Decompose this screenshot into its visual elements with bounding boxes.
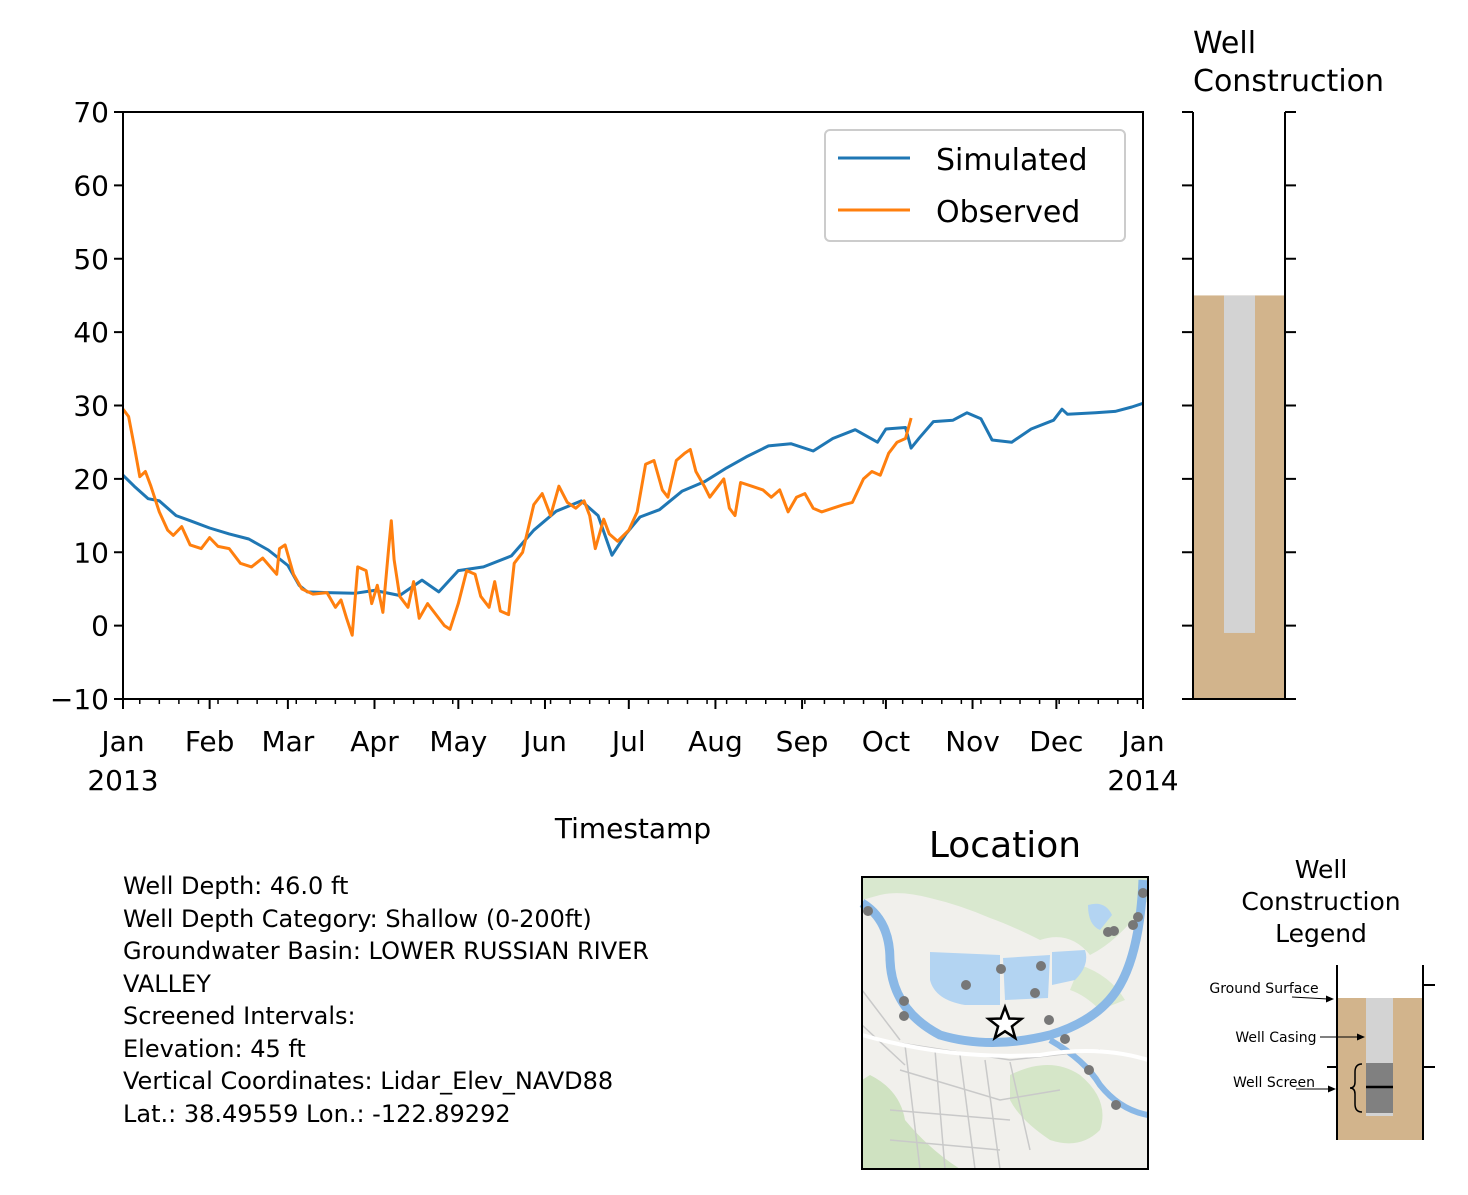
well-construction-legend: Well Construction Legend Ground Surface … xyxy=(1209,855,1435,1140)
info-basin-line2: VALLEY xyxy=(123,969,211,998)
y-tick-label: 60 xyxy=(73,169,109,202)
map-road xyxy=(861,1033,1149,1062)
chart-lines xyxy=(121,401,1144,637)
legend-label-ground-surface: Ground Surface xyxy=(1209,981,1318,997)
y-tick-label: 40 xyxy=(73,316,109,349)
well-construction-title-line2: Construction xyxy=(1193,64,1384,99)
brace-icon xyxy=(1349,1063,1363,1113)
map-green-area xyxy=(1010,1065,1103,1144)
map-pond xyxy=(930,952,1000,1005)
x-tick-label: Dec xyxy=(1029,725,1083,758)
map-well-dot xyxy=(961,980,971,990)
info-basin-line1: Groundwater Basin: LOWER RUSSIAN RIVER xyxy=(123,937,649,965)
map-well-dot xyxy=(863,906,873,916)
legend-label-well-casing: Well Casing xyxy=(1235,1030,1316,1046)
x-tick-year-label: 2014 xyxy=(1107,764,1178,797)
y-tick-label: 70 xyxy=(73,96,109,129)
map-well-markers xyxy=(863,888,1148,1110)
x-tick-label: Mar xyxy=(261,725,314,758)
arrow-head-icon xyxy=(1326,995,1334,1003)
location-title: Location xyxy=(929,825,1081,866)
map-well-dot xyxy=(1060,1034,1070,1044)
legend-diagram-title-line1: Well xyxy=(1295,855,1348,884)
y-tick-label: 30 xyxy=(73,390,109,423)
series-line-simulated xyxy=(121,401,1144,597)
x-axis: Jan 2013 Feb Mar Apr May Jun Jul Aug Sep Oct Nov Dec… xyxy=(87,699,1179,797)
well-casing-fill xyxy=(1224,295,1255,633)
map-well-dot xyxy=(996,964,1006,974)
map-well-dot xyxy=(1030,988,1040,998)
map-well-dot xyxy=(1138,888,1148,898)
x-tick-label: Nov xyxy=(945,725,1000,758)
arrow-head-icon xyxy=(1357,1033,1365,1041)
x-tick-label: Jun xyxy=(521,725,567,758)
map-pond xyxy=(1052,950,1087,985)
x-tick-label: Jul xyxy=(610,725,646,758)
arrow-icon xyxy=(1291,996,1329,1000)
legend-diagram-title-line2: Construction xyxy=(1241,887,1400,916)
x-tick-label: Apr xyxy=(350,725,399,758)
x-tick-label: May xyxy=(429,725,487,758)
legend-label-observed: Observed xyxy=(936,195,1080,230)
map-well-dot xyxy=(1036,961,1046,971)
y-tick-label: 10 xyxy=(73,536,109,569)
map-pond xyxy=(1088,903,1112,930)
info-lat-lon: Lat.: 38.49559 Lon.: -122.89292 xyxy=(123,1099,511,1128)
x-tick-label: Jan xyxy=(99,725,144,758)
y-tick-label: 20 xyxy=(73,463,109,496)
info-vertical-coordinates: Vertical Coordinates: Lidar_Elev_NAVD88 xyxy=(123,1067,614,1095)
info-screened-intervals: Screened Intervals: xyxy=(123,1002,356,1030)
map-well-dot xyxy=(1084,1065,1094,1075)
y-axis: −10 0 10 20 30 40 50 60 70 xyxy=(50,96,123,716)
info-well-depth: Well Depth: 46.0 ft xyxy=(123,872,349,900)
map-well-dot xyxy=(1128,920,1138,930)
map-well-dot xyxy=(899,996,909,1006)
location-map: Location xyxy=(859,825,1149,1170)
map-green-area xyxy=(862,1075,960,1169)
map-river xyxy=(859,879,1148,1047)
map-frame xyxy=(861,876,1149,1170)
y-tick-label: 50 xyxy=(73,243,109,276)
well-construction-title-line1: Well xyxy=(1193,26,1256,61)
x-tick-label: Sep xyxy=(776,725,829,758)
x-tick-label: Jan xyxy=(1119,725,1164,758)
y-tick-label: −10 xyxy=(50,683,109,716)
info-depth-category: Well Depth Category: Shallow (0-200ft) xyxy=(123,904,592,933)
x-tick-label: Oct xyxy=(862,725,910,758)
well-info: Well Depth: 46.0 ft Well Depth Category:… xyxy=(123,870,803,1130)
arrow-head-icon xyxy=(1328,1085,1336,1093)
map-well-dot xyxy=(899,1011,909,1021)
main-chart: −10 0 10 20 30 40 50 60 70 Jan 2013 Feb Mar Apr May Ju… xyxy=(50,96,1179,845)
y-tick-label: 0 xyxy=(91,610,109,643)
map-well-dot xyxy=(1133,912,1143,922)
star-icon xyxy=(985,1003,1025,1042)
map-well-dot xyxy=(1109,926,1119,936)
legend-label-well-screen: Well Screen xyxy=(1233,1075,1315,1091)
map-green-area xyxy=(862,877,1148,955)
well-ticks xyxy=(1182,111,1296,700)
legend-label-simulated: Simulated xyxy=(936,143,1088,178)
x-axis-label: Timestamp xyxy=(554,812,711,845)
map-well-dot xyxy=(1111,1100,1121,1110)
series-line-observed xyxy=(121,408,913,637)
info-elevation: Elevation: 45 ft xyxy=(123,1034,306,1063)
x-tick-label: Aug xyxy=(688,725,743,758)
legend-diagram-title-line3: Legend xyxy=(1275,919,1367,948)
well-construction-panel: Well Construction xyxy=(1182,26,1384,700)
legend: Simulated Observed xyxy=(824,129,1126,242)
x-tick-year-label: 2013 xyxy=(87,764,158,797)
map-well-dot xyxy=(1044,1015,1054,1025)
x-tick-label: Feb xyxy=(185,725,235,758)
